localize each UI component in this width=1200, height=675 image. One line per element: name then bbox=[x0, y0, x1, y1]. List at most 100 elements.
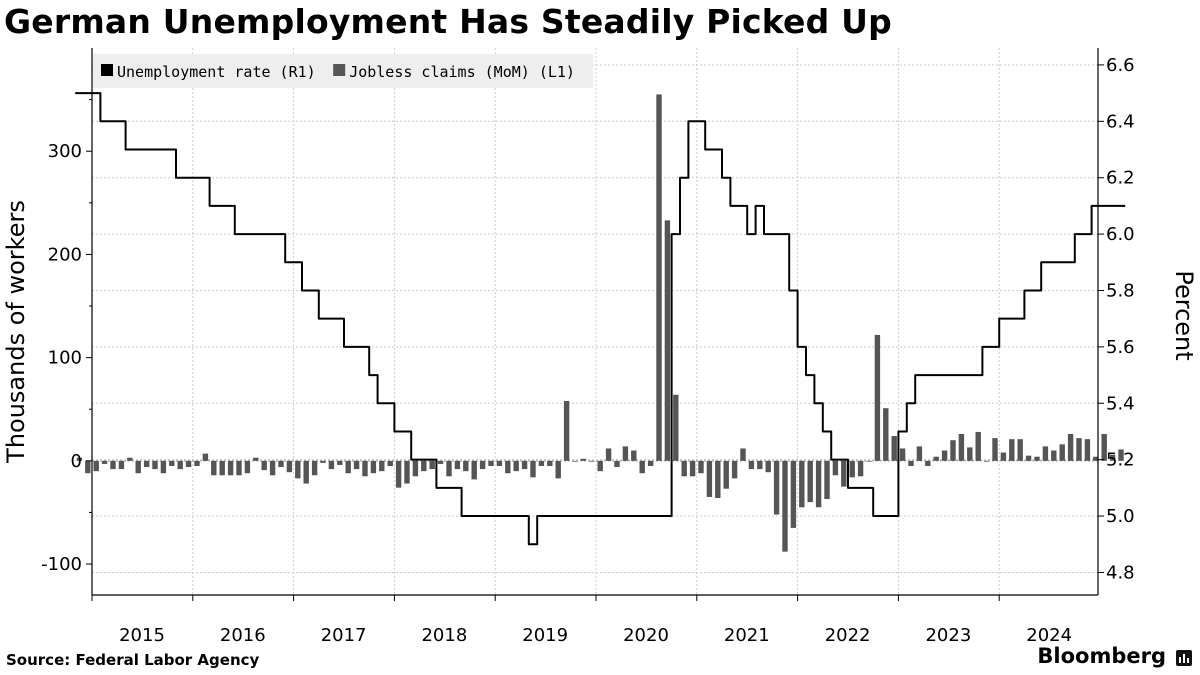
claims-bar bbox=[93, 460, 99, 472]
left-tick-label: 300 bbox=[48, 141, 82, 162]
claims-bar bbox=[841, 460, 847, 487]
claims-bar bbox=[992, 438, 998, 461]
claims-bar bbox=[303, 460, 309, 484]
claims-bar bbox=[1093, 456, 1099, 461]
claims-bar bbox=[1042, 446, 1049, 461]
claims-bar bbox=[866, 460, 872, 462]
claims-bar bbox=[807, 460, 813, 503]
claims-bar bbox=[143, 460, 150, 468]
left-tick-label: -100 bbox=[41, 554, 82, 575]
claims-bar bbox=[983, 460, 990, 462]
claims-bar bbox=[530, 460, 536, 478]
claims-bar bbox=[320, 460, 326, 463]
claims-bar bbox=[127, 457, 133, 461]
claims-bar bbox=[925, 460, 931, 466]
claims-bar bbox=[152, 460, 158, 470]
claims-bar bbox=[454, 460, 461, 470]
bloomberg-logo: Bloomberg bbox=[1037, 644, 1166, 668]
claims-bar bbox=[362, 460, 368, 477]
claims-bar bbox=[1059, 444, 1065, 461]
claims-bar bbox=[211, 460, 217, 476]
chart-title: German Unemployment Has Steadily Picked … bbox=[4, 2, 892, 41]
claims-bar bbox=[505, 460, 511, 474]
claims-bar bbox=[236, 460, 242, 476]
right-tick-label: 6.4 bbox=[1106, 111, 1135, 132]
claims-bar bbox=[698, 460, 704, 474]
claims-bar bbox=[740, 448, 746, 461]
grid-lines bbox=[91, 48, 1098, 595]
claims-bar bbox=[353, 460, 360, 470]
claims-bar bbox=[521, 460, 528, 470]
year-label: 2022 bbox=[825, 625, 871, 646]
claims-bar bbox=[395, 460, 402, 488]
right-axis-title: Percent bbox=[1170, 270, 1198, 360]
bloomberg-chart-icon bbox=[1176, 650, 1192, 666]
claims-bar bbox=[1101, 434, 1107, 461]
claims-bar bbox=[832, 460, 839, 476]
claims-bar bbox=[580, 458, 587, 461]
claims-bar bbox=[547, 460, 553, 466]
right-tick-label: 5.8 bbox=[1106, 280, 1135, 301]
claims-bar bbox=[110, 460, 116, 470]
legend-label: Jobless claims (MoM) (L1) bbox=[349, 63, 575, 81]
claims-bar bbox=[967, 447, 973, 461]
claims-bar bbox=[446, 460, 452, 477]
claims-bar bbox=[1017, 439, 1023, 461]
year-label: 2020 bbox=[623, 625, 669, 646]
claims-bar bbox=[563, 400, 570, 461]
claims-bar bbox=[1009, 439, 1015, 461]
claims-bar bbox=[169, 460, 175, 466]
claims-bar bbox=[1109, 454, 1116, 461]
axes: -100 0 100 200 300 4.8 5.0 5.2 5.4 5.6 5.8 6.0 6.2 6.… bbox=[2, 48, 1198, 646]
claims-bar bbox=[664, 220, 671, 461]
year-label: 2021 bbox=[724, 625, 770, 646]
claims-bar bbox=[950, 440, 956, 461]
claims-bar bbox=[135, 460, 141, 474]
year-label: 2019 bbox=[522, 625, 568, 646]
claims-bar bbox=[647, 460, 654, 466]
claims-bar bbox=[1084, 439, 1091, 461]
claims-bar bbox=[219, 460, 225, 476]
claims-bar bbox=[479, 460, 486, 470]
claims-bar bbox=[1118, 449, 1124, 461]
left-tick-label: 0 bbox=[71, 451, 82, 472]
claims-bar bbox=[782, 460, 788, 552]
claims-bar bbox=[1067, 434, 1074, 461]
claims-bar bbox=[790, 460, 797, 528]
left-tick-label: 100 bbox=[48, 348, 82, 369]
claims-bar bbox=[101, 460, 108, 464]
claims-bar bbox=[412, 460, 419, 477]
legend-label: Unemployment rate (R1) bbox=[117, 63, 316, 81]
claims-bar bbox=[513, 460, 519, 472]
right-tick-label: 5.2 bbox=[1106, 450, 1135, 471]
claims-bar bbox=[555, 460, 561, 479]
claims-bar bbox=[773, 460, 780, 515]
year-label: 2018 bbox=[421, 625, 467, 646]
claims-bar bbox=[269, 460, 276, 476]
claims-bar bbox=[538, 460, 545, 466]
claims-bar bbox=[1051, 450, 1057, 461]
claims-bar bbox=[1034, 456, 1040, 461]
claims-bar bbox=[311, 460, 318, 476]
claims-bar bbox=[622, 446, 629, 461]
right-tick-label: 4.8 bbox=[1106, 562, 1135, 583]
claims-bar bbox=[194, 460, 200, 466]
claims-bar bbox=[639, 460, 645, 474]
claims-bar bbox=[723, 460, 729, 489]
claims-bar bbox=[824, 460, 830, 500]
claims-bar bbox=[572, 460, 578, 462]
claims-bar bbox=[681, 460, 687, 477]
claims-bar bbox=[589, 460, 595, 462]
right-tick-label: 5.4 bbox=[1106, 393, 1135, 414]
legend: Unemployment rate (R1) Jobless claims (Mo… bbox=[93, 54, 593, 88]
claims-bar bbox=[731, 460, 738, 479]
year-label: 2023 bbox=[925, 625, 971, 646]
claims-bar bbox=[799, 460, 805, 508]
claims-bar bbox=[471, 460, 477, 480]
claims-bar bbox=[1076, 438, 1082, 461]
claims-bar bbox=[295, 460, 301, 479]
claims-bar bbox=[715, 460, 721, 498]
claims-bar bbox=[437, 460, 444, 464]
claims-bar bbox=[1000, 452, 1007, 461]
claims-bar bbox=[496, 460, 503, 466]
